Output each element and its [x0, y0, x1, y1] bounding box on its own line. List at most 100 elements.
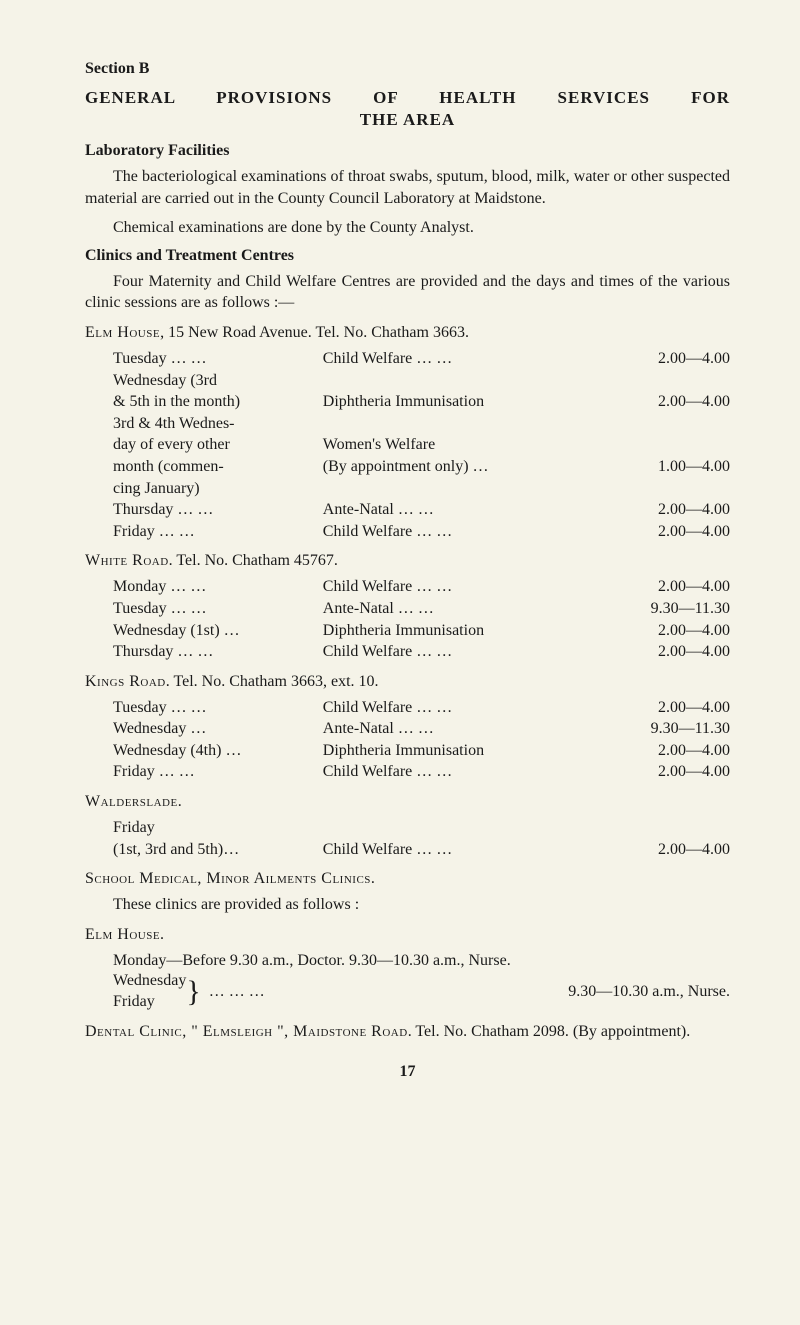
page-number: 17 — [85, 1063, 730, 1081]
schedule-time: 9.30—11.30 — [594, 718, 730, 740]
centre-name: White Road — [85, 552, 169, 569]
schedule-time: 2.00—4.00 — [594, 620, 730, 642]
schedule-day: Wednesday (1st) … — [113, 620, 323, 642]
centre-block: Walderslade. Friday(1st, 3rd and 5th)…Ch… — [85, 793, 730, 860]
brace-right: 9.30—10.30 a.m., Nurse. — [568, 983, 730, 1001]
school-medical-heading: School Medical, Minor Ailments Clinics. — [85, 870, 730, 888]
centre-heading: Walderslade. — [85, 793, 730, 811]
schedule-day: & 5th in the month) — [113, 391, 323, 413]
schedule-time: 2.00—4.00 — [594, 348, 730, 370]
schedule-service: Child Welfare … … — [323, 348, 594, 370]
centre-block: Elm House, 15 New Road Avenue. Tel. No. … — [85, 324, 730, 542]
dental-tail: . Tel. No. Chatham 2098. (By appointment… — [408, 1023, 691, 1040]
schedule-row: Friday — [113, 817, 730, 839]
schedule-row: Monday … …Child Welfare … …2.00—4.00 — [113, 576, 730, 598]
schedule-row: month (commen-(By appointment only) …1.0… — [113, 456, 730, 478]
schedule-service: Child Welfare … … — [323, 697, 594, 719]
centre-tail: . — [178, 793, 182, 810]
schedule-row: & 5th in the month)Diphtheria Immunisati… — [113, 391, 730, 413]
schedule-row: 3rd & 4th Wednes- — [113, 413, 730, 435]
clinics-heading: Clinics and Treatment Centres — [85, 247, 730, 265]
schedule-day: Tuesday … … — [113, 697, 323, 719]
brace-dots: … … … — [209, 983, 568, 1001]
schedule-service — [323, 370, 594, 392]
schedule-day: Tuesday … … — [113, 598, 323, 620]
schedule-time: 2.00—4.00 — [594, 391, 730, 413]
schedule-day: Tuesday … … — [113, 348, 323, 370]
schedule-service: Child Welfare … … — [323, 761, 594, 783]
centre-name: Elm House — [85, 324, 160, 341]
schedule-row: Friday … …Child Welfare … …2.00—4.00 — [113, 761, 730, 783]
schedule-service: Diphtheria Immunisation — [323, 620, 594, 642]
schedule-day: cing January) — [113, 478, 323, 500]
schedule-day: day of every other — [113, 434, 323, 456]
main-title-line2: THE AREA — [85, 110, 730, 130]
schedule-row: Thursday … …Ante-Natal … …2.00—4.00 — [113, 499, 730, 521]
schedule-service: Child Welfare … … — [323, 521, 594, 543]
school-medical-title: School Medical, Minor Ailments Clinics. — [85, 870, 375, 887]
elm-brace-row: Wednesday Friday } … … … 9.30—10.30 a.m.… — [113, 971, 730, 1013]
schedule-service: Ante-Natal … … — [323, 598, 594, 620]
schedule-time: 2.00—4.00 — [594, 576, 730, 598]
schedule-row: Wednesday (1st) …Diphtheria Immunisation… — [113, 620, 730, 642]
centre-block: Kings Road. Tel. No. Chatham 3663, ext. … — [85, 673, 730, 783]
schedule-day: Wednesday (3rd — [113, 370, 323, 392]
schedule-service — [323, 817, 594, 839]
schedule-service: Diphtheria Immunisation — [323, 391, 594, 413]
schedule-service: Women's Welfare — [323, 434, 594, 456]
centre-heading: Elm House, 15 New Road Avenue. Tel. No. … — [85, 324, 730, 342]
schedule-day: Thursday … … — [113, 641, 323, 663]
schedule-service: Diphtheria Immunisation — [323, 740, 594, 762]
centre-tail: . Tel. No. Chatham 3663, ext. 10. — [166, 673, 379, 690]
schedule-row: Tuesday … …Child Welfare … …2.00—4.00 — [113, 348, 730, 370]
schedule-day: Wednesday … — [113, 718, 323, 740]
schedule-row: day of every otherWomen's Welfare — [113, 434, 730, 456]
schedule-row: cing January) — [113, 478, 730, 500]
laboratory-para-1: The bacteriological examinations of thro… — [85, 166, 730, 209]
schedule-time: 2.00—4.00 — [594, 499, 730, 521]
dental-clinic: Dental Clinic, " Elmsleigh ", Maidstone … — [85, 1021, 730, 1043]
centre-tail: . Tel. No. Chatham 45767. — [169, 552, 338, 569]
elm-monday-row: Monday—Before 9.30 a.m., Doctor. 9.30—10… — [113, 950, 730, 972]
schedule-row: Wednesday …Ante-Natal … …9.30—11.30 — [113, 718, 730, 740]
page: Section B GENERAL PROVISIONS OF HEALTH S… — [0, 0, 800, 1325]
schedule-service: Child Welfare … … — [323, 576, 594, 598]
dental-address: " Elmsleigh ", Maidstone Road — [191, 1023, 407, 1040]
schedule-row: Thursday … …Child Welfare … …2.00—4.00 — [113, 641, 730, 663]
brace-icon: } — [186, 977, 200, 1007]
laboratory-heading: Laboratory Facilities — [85, 142, 730, 160]
schedule-time — [594, 370, 730, 392]
centre-block: White Road. Tel. No. Chatham 45767. Mond… — [85, 552, 730, 662]
schedule-time: 1.00—4.00 — [594, 456, 730, 478]
centre-heading: Kings Road. Tel. No. Chatham 3663, ext. … — [85, 673, 730, 691]
schedule-day: Friday … … — [113, 521, 323, 543]
schedule-time: 2.00—4.00 — [594, 839, 730, 861]
centre-name: Kings Road — [85, 673, 166, 690]
centre-heading: White Road. Tel. No. Chatham 45767. — [85, 552, 730, 570]
elm-house-title: Elm House. — [85, 926, 165, 943]
schedule-time — [594, 413, 730, 435]
schedule-service: Ante-Natal … … — [323, 718, 594, 740]
dental-prefix: Dental Clinic, — [85, 1023, 191, 1040]
brace-day: Friday — [113, 992, 186, 1013]
schedule-row: Wednesday (3rd — [113, 370, 730, 392]
schedule-day: Friday … … — [113, 761, 323, 783]
schedule-time: 2.00—4.00 — [594, 641, 730, 663]
schedule-day: Wednesday (4th) … — [113, 740, 323, 762]
schedule-service: (By appointment only) … — [323, 456, 594, 478]
schedule-time: 9.30—11.30 — [594, 598, 730, 620]
schedule-service — [323, 413, 594, 435]
schedule-row: Tuesday … …Child Welfare … …2.00—4.00 — [113, 697, 730, 719]
schedule-day: month (commen- — [113, 456, 323, 478]
schedule-day: 3rd & 4th Wednes- — [113, 413, 323, 435]
schedule-service: Child Welfare … … — [323, 641, 594, 663]
schedule-day: Friday — [113, 817, 323, 839]
section-label: Section B — [85, 60, 730, 78]
centre-name: Walderslade — [85, 793, 178, 810]
schedule-time — [594, 817, 730, 839]
main-title-line1: GENERAL PROVISIONS OF HEALTH SERVICES FO… — [85, 88, 730, 108]
clinics-para: Four Maternity and Child Welfare Centres… — [85, 271, 730, 314]
laboratory-para-2: Chemical examinations are done by the Co… — [85, 217, 730, 239]
schedule-time: 2.00—4.00 — [594, 521, 730, 543]
elm-house-heading: Elm House. — [85, 926, 730, 944]
